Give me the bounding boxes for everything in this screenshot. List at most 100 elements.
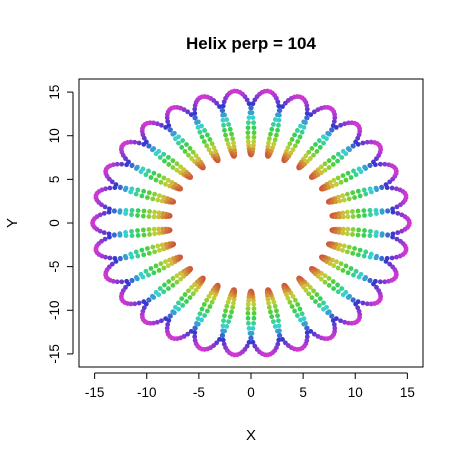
data-point <box>179 296 185 302</box>
data-point <box>167 127 173 133</box>
data-point <box>135 228 140 233</box>
data-point <box>251 134 257 140</box>
data-point <box>107 255 113 261</box>
data-point <box>335 175 341 181</box>
data-point <box>223 132 228 138</box>
data-point <box>314 149 320 154</box>
data-point <box>277 333 283 338</box>
data-point <box>329 257 335 263</box>
data-point <box>199 306 205 312</box>
data-point <box>339 155 345 160</box>
data-point <box>352 195 357 200</box>
data-point <box>248 105 254 111</box>
data-point <box>156 268 162 273</box>
data-point <box>390 206 395 212</box>
data-point <box>373 278 378 284</box>
data-point <box>285 295 291 301</box>
data-point <box>222 313 227 319</box>
data-point <box>101 230 107 236</box>
data-point <box>195 119 201 125</box>
data-point <box>196 156 201 162</box>
data-point <box>165 119 171 124</box>
data-point <box>117 231 123 237</box>
data-point <box>301 284 306 290</box>
data-point <box>158 179 164 185</box>
data-point <box>287 141 293 147</box>
data-point <box>266 304 272 310</box>
data-point <box>192 115 198 121</box>
data-point <box>181 167 187 173</box>
data-point <box>389 185 395 191</box>
data-point <box>343 177 349 183</box>
data-point <box>217 104 222 110</box>
data-point <box>133 191 139 197</box>
data-point <box>167 183 173 189</box>
data-point <box>352 246 357 251</box>
data-point <box>195 316 201 322</box>
data-point <box>311 288 316 294</box>
data-point <box>174 167 180 173</box>
data-point <box>224 137 230 143</box>
data-point <box>165 322 171 327</box>
data-point <box>322 161 328 167</box>
data-point <box>397 187 403 193</box>
data-point <box>112 232 117 238</box>
data-point <box>322 167 328 173</box>
data-point <box>158 261 164 267</box>
plot-points <box>90 88 412 358</box>
data-point <box>307 156 313 161</box>
data-point <box>321 300 326 306</box>
data-point <box>276 108 282 113</box>
x-tick-label: 15 <box>400 385 415 400</box>
data-point <box>329 313 335 319</box>
data-point <box>361 253 367 259</box>
data-point <box>360 140 366 146</box>
data-point <box>156 230 162 236</box>
data-point <box>276 117 282 123</box>
data-point <box>205 132 210 138</box>
data-point <box>342 319 348 325</box>
data-point <box>226 319 232 324</box>
data-point <box>321 306 326 312</box>
data-point <box>357 247 363 253</box>
data-point <box>123 185 129 191</box>
data-point <box>355 305 361 311</box>
data-point <box>170 165 176 170</box>
data-point <box>129 207 135 213</box>
data-point <box>159 318 164 324</box>
data-point <box>166 286 171 291</box>
data-point <box>294 313 300 318</box>
data-point <box>117 208 123 214</box>
data-point <box>295 302 301 307</box>
data-point <box>113 259 119 264</box>
data-point <box>170 256 176 262</box>
data-point <box>350 227 356 232</box>
data-point <box>156 226 162 232</box>
data-point <box>245 130 251 136</box>
data-point <box>358 169 364 175</box>
data-point <box>339 286 345 291</box>
data-point <box>231 300 236 306</box>
data-point <box>330 123 336 128</box>
data-point <box>368 189 374 195</box>
data-point <box>395 210 401 216</box>
data-point <box>275 328 280 334</box>
data-point <box>103 186 108 192</box>
data-point <box>197 129 203 135</box>
data-point <box>202 313 208 318</box>
data-point <box>154 121 160 127</box>
data-point <box>319 170 324 176</box>
data-point <box>106 209 112 215</box>
data-point <box>313 299 318 304</box>
data-point <box>136 140 142 146</box>
data-point <box>343 263 349 269</box>
data-point <box>346 244 352 250</box>
data-point <box>151 146 157 151</box>
data-point <box>285 145 291 151</box>
data-point <box>153 289 159 295</box>
data-point <box>245 306 251 312</box>
data-point <box>221 318 226 324</box>
data-point <box>135 187 141 193</box>
data-point <box>326 276 332 281</box>
data-point <box>331 286 336 291</box>
